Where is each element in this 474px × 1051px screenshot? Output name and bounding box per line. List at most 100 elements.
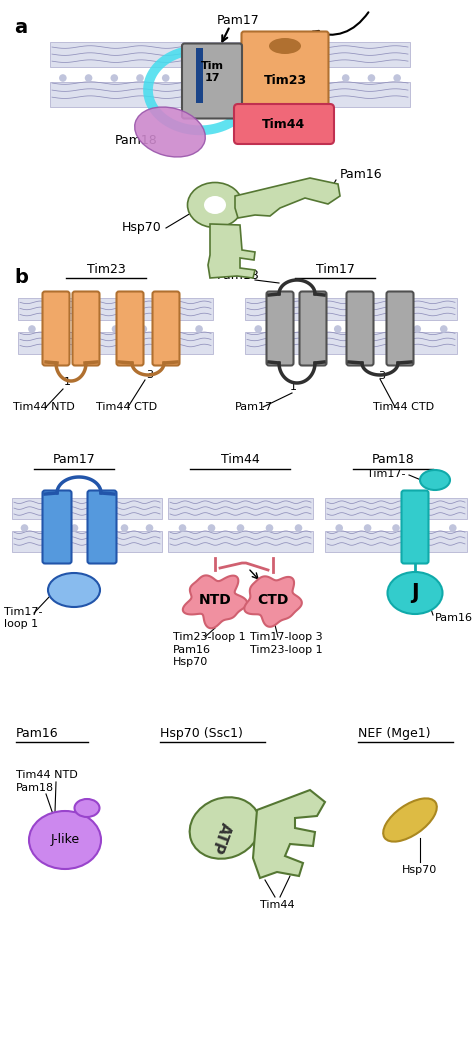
Circle shape: [139, 325, 147, 333]
Text: Hsp70: Hsp70: [402, 865, 438, 875]
Text: Tim17-
loop 1: Tim17- loop 1: [4, 607, 43, 628]
Circle shape: [392, 524, 400, 532]
Text: Pam17: Pam17: [235, 401, 273, 412]
Bar: [168, 531, 313, 552]
FancyBboxPatch shape: [43, 291, 70, 366]
Text: Tim17-: Tim17-: [367, 469, 405, 479]
FancyBboxPatch shape: [88, 491, 117, 563]
Bar: [325, 531, 467, 552]
Text: Pam18: Pam18: [217, 269, 260, 282]
Circle shape: [46, 524, 53, 532]
Circle shape: [239, 75, 246, 82]
Text: Pam17: Pam17: [53, 453, 95, 466]
FancyBboxPatch shape: [73, 291, 100, 366]
Ellipse shape: [29, 811, 101, 869]
Text: 1: 1: [290, 382, 297, 392]
Circle shape: [413, 325, 421, 333]
FancyBboxPatch shape: [234, 104, 334, 144]
Circle shape: [265, 75, 273, 82]
FancyBboxPatch shape: [401, 491, 428, 563]
Text: Tim44 CTD: Tim44 CTD: [96, 401, 157, 412]
Circle shape: [21, 524, 28, 532]
Circle shape: [59, 75, 67, 82]
Bar: [245, 332, 457, 354]
Bar: [50, 42, 410, 67]
Polygon shape: [253, 790, 325, 878]
Circle shape: [308, 325, 315, 333]
Circle shape: [393, 75, 401, 82]
Circle shape: [96, 524, 103, 532]
Text: J-like: J-like: [50, 833, 80, 846]
Circle shape: [336, 524, 343, 532]
Ellipse shape: [48, 573, 100, 607]
Text: NEF (Mge1): NEF (Mge1): [358, 727, 430, 740]
FancyBboxPatch shape: [182, 43, 242, 119]
Text: Pam16: Pam16: [173, 645, 211, 655]
Circle shape: [237, 524, 244, 532]
Circle shape: [208, 524, 215, 532]
Circle shape: [295, 524, 302, 532]
Ellipse shape: [188, 183, 243, 227]
Text: Tim44: Tim44: [220, 453, 259, 466]
Ellipse shape: [204, 195, 226, 214]
Bar: [50, 82, 410, 107]
Circle shape: [146, 524, 153, 532]
Circle shape: [368, 75, 375, 82]
FancyBboxPatch shape: [386, 291, 413, 366]
Text: NTD: NTD: [199, 593, 231, 607]
Bar: [325, 498, 467, 519]
Text: Tim23: Tim23: [264, 74, 307, 86]
Text: 3: 3: [379, 371, 385, 382]
Circle shape: [84, 325, 91, 333]
Text: Pam18: Pam18: [16, 783, 54, 794]
FancyBboxPatch shape: [43, 491, 72, 563]
Bar: [196, 48, 203, 103]
FancyBboxPatch shape: [153, 291, 180, 366]
Text: CTD: CTD: [257, 593, 289, 607]
Circle shape: [449, 524, 456, 532]
FancyBboxPatch shape: [117, 291, 144, 366]
Circle shape: [281, 325, 289, 333]
Circle shape: [266, 524, 273, 532]
Ellipse shape: [269, 38, 301, 54]
FancyBboxPatch shape: [266, 291, 293, 366]
Circle shape: [316, 75, 324, 82]
Polygon shape: [183, 575, 247, 628]
Bar: [12, 498, 162, 519]
Text: Pam16: Pam16: [16, 727, 59, 740]
Circle shape: [71, 524, 78, 532]
Text: Tim23-loop 1: Tim23-loop 1: [250, 645, 323, 655]
Ellipse shape: [190, 798, 260, 859]
Text: Tim17: Tim17: [316, 263, 355, 276]
Circle shape: [121, 524, 128, 532]
Bar: [168, 498, 313, 519]
Text: Tim23-loop 1: Tim23-loop 1: [173, 632, 246, 642]
Polygon shape: [235, 178, 340, 218]
Circle shape: [342, 75, 349, 82]
Text: Tim44 CTD: Tim44 CTD: [373, 401, 434, 412]
Text: J: J: [411, 583, 419, 603]
Text: 1: 1: [64, 377, 71, 387]
Text: Tim23: Tim23: [87, 263, 126, 276]
Circle shape: [167, 325, 175, 333]
Polygon shape: [208, 224, 255, 279]
Circle shape: [188, 75, 195, 82]
Circle shape: [364, 524, 372, 532]
Circle shape: [334, 325, 342, 333]
Text: Pam18: Pam18: [115, 133, 158, 146]
FancyBboxPatch shape: [241, 32, 328, 117]
Text: Pam16: Pam16: [340, 168, 383, 182]
Circle shape: [420, 524, 428, 532]
Circle shape: [195, 325, 203, 333]
Circle shape: [56, 325, 64, 333]
Circle shape: [179, 524, 186, 532]
FancyBboxPatch shape: [346, 291, 374, 366]
Circle shape: [85, 75, 92, 82]
Text: Hsp70: Hsp70: [173, 657, 208, 667]
Text: Tim44 NTD: Tim44 NTD: [13, 401, 75, 412]
Polygon shape: [244, 576, 302, 626]
Text: Pam18: Pam18: [372, 453, 414, 466]
Text: 3: 3: [146, 370, 154, 380]
Circle shape: [360, 325, 368, 333]
Ellipse shape: [135, 107, 205, 157]
